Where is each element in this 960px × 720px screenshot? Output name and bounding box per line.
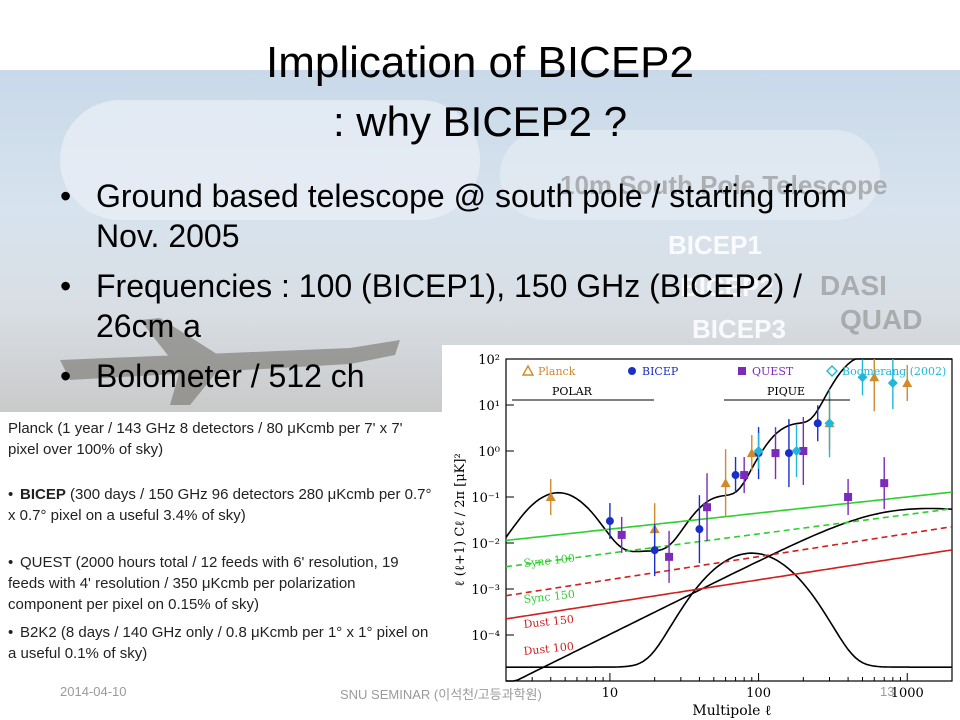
theory-curves — [505, 358, 953, 682]
legend-label: Planck — [538, 365, 576, 378]
x-axis-label: Multipole ℓ — [692, 703, 772, 719]
pique-label: PIQUE — [767, 385, 805, 398]
bicep-point — [731, 471, 740, 480]
boomerang-point — [753, 446, 764, 456]
y-tick-label: 10² — [478, 353, 500, 368]
polar-label: POLAR — [552, 385, 593, 398]
experiments-panel: Planck (1 year / 143 GHz 8 detectors / 8… — [0, 412, 442, 674]
planck-point — [902, 378, 913, 388]
planck-text: Planck (1 year / 143 GHz 8 detectors / 8… — [8, 420, 403, 458]
quest-point — [844, 493, 853, 501]
planck-point — [545, 492, 556, 501]
legend-label: Boomerang (2002) — [842, 365, 946, 378]
curve-labels: Sync 100 Sync 150 Dust 150 Dust 100 — [523, 552, 576, 658]
dust-150-line — [505, 525, 953, 597]
quest-point — [740, 471, 749, 480]
curve-label: Dust 100 — [523, 640, 575, 658]
theory-tensor-curve — [506, 552, 952, 668]
x-tick-label: 1000 — [891, 686, 924, 701]
legend-label: BICEP — [642, 365, 679, 378]
legend-marker — [521, 364, 535, 376]
bicep-point — [813, 419, 822, 428]
curve-label: Sync 100 — [523, 552, 576, 570]
footer-page-number: 13 — [880, 684, 895, 699]
bicep-point — [695, 525, 704, 534]
boomerang-point — [857, 372, 868, 383]
y-tick-label: 10⁻² — [471, 537, 500, 552]
slide-title-line2: : why BICEP2 ? — [332, 98, 628, 145]
slide-title-line1: Implication of BICEP2 — [266, 38, 694, 87]
planck-point — [746, 448, 757, 458]
boomerang-point — [887, 378, 898, 389]
bicep-text: (300 days / 150 GHz 96 detectors 280 μKc… — [8, 486, 432, 524]
axis-ticks: 10 100 1000 10² 10¹ 10⁰ 10⁻¹ 10⁻² 10⁻³ 10⁻⁴ — [471, 353, 923, 701]
b2k2-text: B2K2 (8 days / 140 GHz only / 0.8 μKcmb … — [8, 624, 429, 662]
curve-label: Sync 150 — [523, 588, 576, 606]
plot-frame — [505, 358, 953, 682]
x-tick-label: 10 — [602, 686, 619, 701]
bullet-item: Frequencies : 100 (BICEP1), 150 GHz (BIC… — [60, 266, 860, 346]
bicep-name: BICEP — [20, 486, 66, 503]
bullet-dot-icon: • — [8, 554, 14, 571]
bicep-point — [605, 517, 614, 526]
quest-description: • QUEST (2000 hours total / 12 feeds with… — [8, 552, 433, 615]
curve-label: Dust 150 — [523, 613, 575, 631]
chart-svg: 10 100 1000 10² 10¹ 10⁰ 10⁻¹ 10⁻² 10⁻³ 10⁻⁴ Planc… — [453, 353, 953, 719]
y-tick-label: 10⁰ — [478, 445, 500, 460]
bicep-description: • BICEP (300 days / 150 GHz 96 detectors … — [8, 484, 433, 526]
quest-point — [703, 503, 712, 512]
y-axis-label: ℓ (ℓ+1) Cℓ / 2π [μK]² — [453, 453, 468, 586]
chart-legend: Planck BICEP QUEST Boomerang (2002) — [521, 364, 946, 378]
bicep-point — [784, 449, 793, 458]
sync-100-line — [505, 491, 953, 542]
sync-150-line — [505, 507, 953, 568]
power-spectrum-chart: 10 100 1000 10² 10¹ 10⁰ 10⁻¹ 10⁻² 10⁻³ 10⁻⁴ Planc… — [442, 345, 960, 720]
quest-point — [771, 449, 780, 458]
planck-description: Planck (1 year / 143 GHz 8 detectors / 8… — [8, 418, 433, 460]
quest-point — [665, 552, 674, 561]
legend-marker — [628, 367, 636, 375]
theory-ee-curve — [505, 358, 952, 553]
boomerang-point — [791, 446, 802, 456]
b2k2-description: • B2K2 (8 days / 140 GHz only / 0.8 μKcmb… — [8, 622, 433, 664]
legend-label: QUEST — [752, 365, 794, 378]
theory-bb-curve — [506, 507, 953, 682]
planck-point — [869, 372, 880, 382]
bullet-dot-icon: • — [8, 486, 14, 503]
legend-marker — [738, 367, 746, 375]
y-tick-label: 10⁻⁴ — [471, 629, 500, 644]
bullet-item: Bolometer / 512 ch — [60, 356, 860, 396]
legend-marker — [826, 365, 838, 377]
bullet-list: Ground based telescope @ south pole / st… — [60, 176, 860, 406]
quest-point — [799, 447, 808, 455]
dust-100-line — [505, 549, 953, 620]
y-tick-label: 10⁻¹ — [471, 491, 500, 506]
y-tick-label: 10¹ — [478, 399, 500, 414]
footer-date: 2014-04-10 — [60, 684, 127, 699]
bullet-item: Ground based telescope @ south pole / st… — [60, 176, 860, 256]
bullet-dot-icon: • — [8, 624, 14, 641]
y-tick-label: 10⁻³ — [471, 583, 500, 598]
boomerang-point — [824, 418, 835, 429]
footer-seminar: SNU SEMINAR (이석천/고등과학원) — [340, 687, 542, 702]
quest-text: QUEST (2000 hours total / 12 feeds with … — [8, 554, 399, 613]
quest-point — [617, 530, 626, 539]
planck-point — [720, 478, 731, 488]
quest-point — [880, 479, 889, 488]
bicep-point — [650, 546, 659, 555]
range-labels: POLAR PIQUE — [512, 385, 850, 401]
x-tick-label: 100 — [746, 686, 771, 701]
data-points — [545, 359, 913, 583]
